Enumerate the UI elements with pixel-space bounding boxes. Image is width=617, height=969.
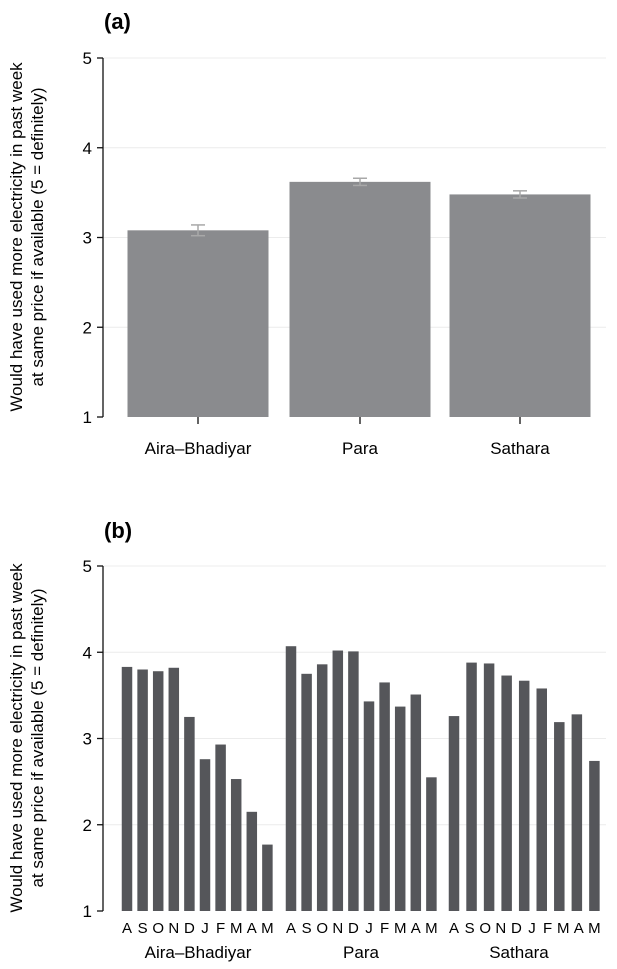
month-label: M xyxy=(425,920,438,937)
y-tick-label: 5 xyxy=(83,49,92,68)
bar-2-7 xyxy=(571,714,583,911)
bar-2 xyxy=(449,194,591,417)
month-label: A xyxy=(286,920,296,937)
month-label: M xyxy=(588,920,601,937)
x-tick-label: Sathara xyxy=(490,439,550,458)
bar-0-4 xyxy=(184,716,195,911)
bar-2-5 xyxy=(536,688,547,911)
month-label: N xyxy=(332,920,343,937)
y-tick-label: 3 xyxy=(83,730,92,749)
group-label: Sathara xyxy=(489,943,549,962)
error-bar-0 xyxy=(191,224,205,237)
panel-a-x-ticks: Aira–Bhadiyar Para Sathara xyxy=(145,417,550,458)
bar-1-7 xyxy=(394,706,406,911)
panel-b-ylabel-line1: Would have used more electricity in past… xyxy=(7,563,26,913)
bar-0-8 xyxy=(246,811,258,911)
panel-a-ylabel-line2: at same price if available (5 = definite… xyxy=(28,87,47,386)
bar-2-4 xyxy=(518,680,530,911)
error-bar-2 xyxy=(513,190,527,199)
bar-0-9 xyxy=(262,844,273,911)
panel-a-ylabel-line1: Would have used more electricity in past… xyxy=(7,62,26,412)
bar-0 xyxy=(127,230,269,417)
month-label: O xyxy=(316,920,328,937)
month-label: M xyxy=(557,920,570,937)
y-tick-label: 1 xyxy=(83,408,92,427)
bar-0-5 xyxy=(199,759,211,911)
month-label: D xyxy=(184,920,195,937)
month-label: M xyxy=(394,920,407,937)
bar-1-9 xyxy=(426,777,437,911)
panel-b-y-ticks: 1 2 3 4 5 xyxy=(83,557,103,921)
month-label: A xyxy=(247,920,257,937)
y-tick-label: 1 xyxy=(83,902,92,921)
bar-2-3 xyxy=(501,675,512,911)
bar-0-2 xyxy=(152,671,164,911)
month-label: J xyxy=(528,920,536,937)
bar-1 xyxy=(289,181,431,417)
month-label: D xyxy=(348,920,359,937)
panel-a: (a) Would have used more electricity in … xyxy=(7,9,606,458)
month-label: F xyxy=(380,920,389,937)
bar-1-8 xyxy=(410,694,422,911)
x-tick-label: Para xyxy=(342,439,378,458)
bar-0-7 xyxy=(230,779,242,911)
month-label: O xyxy=(479,920,491,937)
panel-b-ylabel-line2: at same price if available (5 = definite… xyxy=(28,588,47,887)
bar-1-3 xyxy=(332,650,344,911)
month-label: S xyxy=(138,920,148,937)
panel-a-bars xyxy=(127,181,591,417)
bar-1-0 xyxy=(285,646,297,911)
month-label: A xyxy=(449,920,459,937)
bar-1-2 xyxy=(316,664,328,911)
month-label: J xyxy=(201,920,209,937)
bar-1-6 xyxy=(379,682,390,911)
panel-a-label: (a) xyxy=(104,9,131,34)
bar-0-3 xyxy=(168,667,180,911)
y-tick-label: 2 xyxy=(83,318,92,337)
bar-1-1 xyxy=(301,673,312,911)
bar-2-0 xyxy=(448,716,460,911)
y-tick-label: 5 xyxy=(83,557,92,576)
month-label: F xyxy=(543,920,552,937)
month-label: M xyxy=(230,920,243,937)
panel-a-y-ticks: 1 2 3 4 5 xyxy=(83,49,103,427)
month-label: J xyxy=(365,920,373,937)
bar-0-1 xyxy=(137,669,148,911)
month-label: A xyxy=(574,920,584,937)
bar-2-2 xyxy=(483,663,495,911)
month-label: N xyxy=(168,920,179,937)
panel-b-label: (b) xyxy=(104,518,132,543)
panel-b-bars xyxy=(121,646,600,911)
month-label: F xyxy=(216,920,225,937)
bar-1-4 xyxy=(348,651,359,911)
group-label: Para xyxy=(343,943,379,962)
y-tick-label: 2 xyxy=(83,816,92,835)
month-label: O xyxy=(152,920,164,937)
month-label: M xyxy=(261,920,274,937)
x-tick-label: Aira–Bhadiyar xyxy=(145,439,252,458)
bar-2-8 xyxy=(589,760,600,911)
month-label: D xyxy=(511,920,522,937)
bar-2-1 xyxy=(466,662,477,911)
group-label: Aira–Bhadiyar xyxy=(145,943,252,962)
y-tick-label: 4 xyxy=(83,139,92,158)
bar-0-6 xyxy=(215,744,226,911)
bar-1-5 xyxy=(363,701,375,911)
month-label: A xyxy=(411,920,421,937)
month-label: N xyxy=(495,920,506,937)
panel-a-error-bars xyxy=(191,177,527,237)
bar-0-0 xyxy=(121,666,133,911)
month-label: S xyxy=(465,920,475,937)
month-label: A xyxy=(122,920,132,937)
panel-b: (b) Would have used more electricity in … xyxy=(7,518,606,962)
y-tick-label: 3 xyxy=(83,229,92,248)
bar-2-6 xyxy=(554,722,565,911)
error-bar-1 xyxy=(353,177,367,187)
month-label: S xyxy=(302,920,312,937)
y-tick-label: 4 xyxy=(83,643,92,662)
